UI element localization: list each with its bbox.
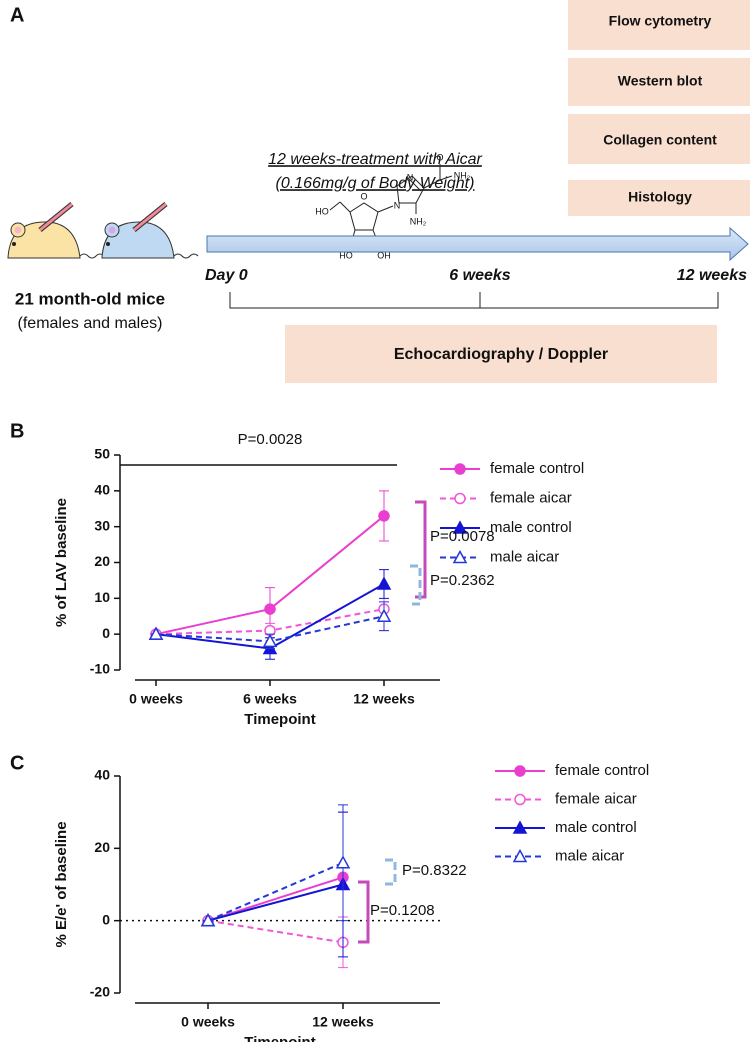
series-line xyxy=(207,883,344,922)
atom: N xyxy=(394,200,401,210)
legend-label: male control xyxy=(555,819,637,836)
assay-label: Histology xyxy=(628,189,692,205)
legend-label: female aicar xyxy=(555,790,637,807)
legend-label: female aicar xyxy=(490,489,572,506)
marker xyxy=(335,855,351,869)
p-value: P=0.0078 xyxy=(430,528,495,545)
y-tick-label: 10 xyxy=(94,589,110,605)
assay-label: Flow cytometry xyxy=(609,13,712,29)
marker xyxy=(200,913,216,927)
assay-box xyxy=(568,0,750,50)
x-axis-label: Timepoint xyxy=(244,1034,315,1042)
atom: NH₂ xyxy=(454,170,471,180)
y-tick-label: 50 xyxy=(94,446,110,462)
marker xyxy=(376,576,392,590)
panel-label: A xyxy=(10,4,24,26)
series-line xyxy=(207,919,344,944)
p-value: P=0.2362 xyxy=(430,572,495,589)
atom: HO xyxy=(315,206,329,216)
timeline-bracket xyxy=(229,292,719,309)
marker xyxy=(514,793,526,806)
marker xyxy=(512,820,528,834)
x-tick-label: 6 weeks xyxy=(243,691,297,707)
p-value: P=0.8322 xyxy=(402,862,467,879)
marker xyxy=(262,633,278,648)
dose: (0.166mg/g of Body Weight) xyxy=(276,175,475,192)
marker xyxy=(376,608,392,622)
mouse xyxy=(101,202,199,259)
assay-label: Collagen content xyxy=(603,132,717,148)
timeline-label: 12 weeks xyxy=(677,267,747,284)
series-line xyxy=(207,876,344,922)
marker xyxy=(512,848,528,863)
marker xyxy=(454,463,466,475)
y-tick-label: 40 xyxy=(94,482,110,498)
panel-label: B xyxy=(10,420,24,442)
x-axis-label: Timepoint xyxy=(244,711,315,728)
x-tick-label: 0 weeks xyxy=(129,691,183,707)
timeline-arrow xyxy=(206,226,749,262)
marker xyxy=(454,492,466,505)
timeline-label: Day 0 xyxy=(205,267,248,284)
marker xyxy=(148,626,164,640)
marker xyxy=(514,765,526,777)
y-tick-label: 30 xyxy=(94,517,110,533)
significance-bracket xyxy=(385,858,397,886)
timeline-label: 6 weeks xyxy=(449,267,510,284)
atom: N xyxy=(407,172,414,182)
assay-box xyxy=(568,58,750,106)
panel-label: C xyxy=(10,752,24,774)
y-tick-label: -20 xyxy=(90,984,110,1000)
assay-box xyxy=(568,180,750,216)
y-tick-label: 20 xyxy=(94,553,110,569)
mouse xyxy=(7,202,105,259)
y-tick-label: 20 xyxy=(94,839,110,855)
legend-label: female control xyxy=(555,762,649,779)
treatment: 12 weeks-treatment with Aicar xyxy=(268,151,482,168)
legend-label: male aicar xyxy=(555,847,624,864)
marker xyxy=(264,603,276,615)
x-tick-label: 12 weeks xyxy=(312,1014,374,1030)
significance-bracket xyxy=(358,880,370,944)
atom: O xyxy=(436,152,443,162)
legend-label: male control xyxy=(490,519,572,536)
p-value: P=0.1208 xyxy=(370,902,435,919)
x-tick-label: 0 weeks xyxy=(181,1014,235,1030)
assay-box xyxy=(568,114,750,164)
atom: HO xyxy=(339,250,353,260)
y-tick-label: 40 xyxy=(94,767,110,783)
y-axis-label: % of LAV baseline xyxy=(53,498,70,627)
y-tick-label: 0 xyxy=(102,625,110,641)
atom: NH₂ xyxy=(410,216,427,226)
legend-label: female control xyxy=(490,460,584,477)
mice-title: 21 month-old mice xyxy=(15,289,165,308)
echo-box xyxy=(285,325,717,383)
atom: O xyxy=(360,191,367,201)
atom: OH xyxy=(377,250,391,260)
y-tick-label: -10 xyxy=(90,661,110,677)
series-line xyxy=(207,861,344,922)
marker xyxy=(452,520,468,534)
x-tick-label: 12 weeks xyxy=(353,691,415,707)
y-tick-label: 0 xyxy=(102,911,110,927)
assay-label: Western blot xyxy=(618,73,703,89)
marker xyxy=(378,510,390,522)
echo-label: Echocardiography / Doppler xyxy=(394,346,608,363)
p-value: P=0.0028 xyxy=(238,431,303,448)
y-axis-label: % E/e' of baseline xyxy=(53,821,70,947)
mice-subtitle: (females and males) xyxy=(18,315,163,332)
legend-label: male aicar xyxy=(490,548,559,565)
marker xyxy=(452,549,468,564)
significance-bracket xyxy=(410,564,422,606)
